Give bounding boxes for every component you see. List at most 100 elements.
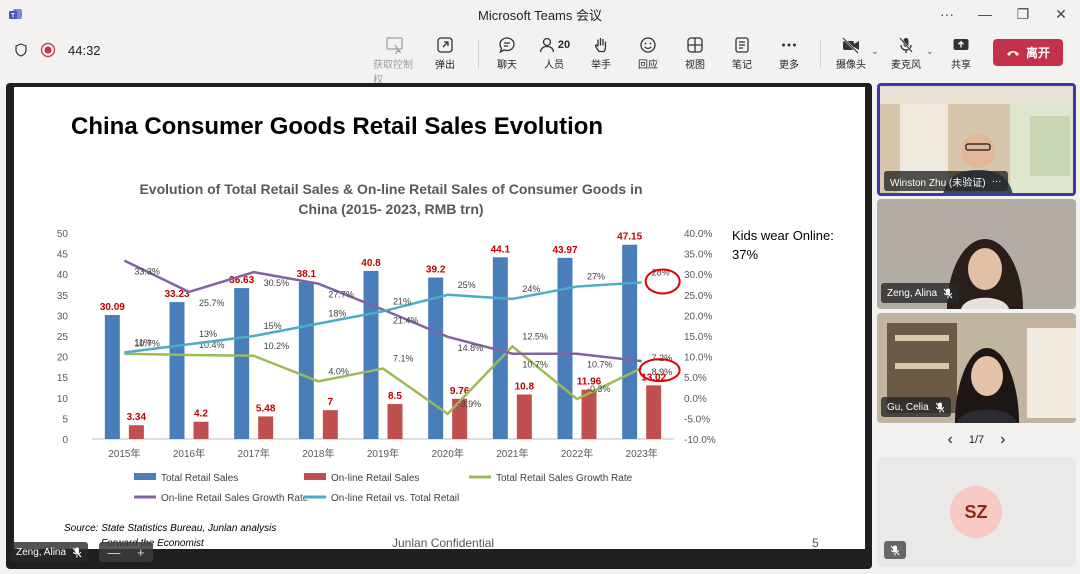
online-retail-bar	[128, 425, 144, 439]
pop-out-button[interactable]: 弹出	[423, 34, 467, 71]
more-button[interactable]: 更多	[767, 34, 811, 71]
microphone-button[interactable]: 麦克风	[884, 34, 928, 71]
x-tick-label: 2023年	[626, 447, 658, 460]
line-data-label: 24%	[522, 284, 540, 294]
view-button[interactable]: 视图	[673, 34, 717, 71]
raise-hand-button[interactable]: 举手	[579, 34, 623, 71]
participant-tile-winston[interactable]: Winston Zhu (未验证) ···	[877, 83, 1076, 196]
mic-off-icon	[72, 547, 82, 557]
take-control-button[interactable]: 获取控制权	[373, 34, 417, 86]
total-retail-bar	[298, 282, 314, 439]
bar-data-label: 9.76	[450, 386, 470, 397]
pop-out-label: 弹出	[435, 60, 455, 71]
mic-off-icon	[890, 545, 900, 555]
camera-button[interactable]: 摄像头	[829, 34, 873, 71]
legend-swatch	[304, 473, 326, 480]
retail-sales-chart: Evolution of Total Retail Sales & On-lin…	[57, 181, 716, 504]
y2-tick-label: 0.0%	[684, 394, 707, 405]
line-data-label: 25.7%	[199, 298, 225, 308]
y2-tick-label: 35.0%	[684, 250, 712, 261]
zoom-in-button[interactable]: +	[137, 544, 145, 560]
legend-swatch	[134, 473, 156, 480]
line-data-label: 15%	[264, 321, 282, 331]
share-label: 共享	[951, 60, 971, 71]
y2-tick-label: 40.0%	[684, 229, 712, 240]
notes-button[interactable]: 笔记	[720, 34, 764, 71]
annotation-circle	[638, 358, 681, 383]
line-data-label: 4.0%	[328, 366, 349, 376]
x-tick-label: 2020年	[432, 447, 464, 460]
bar-data-label: 10.8	[515, 382, 535, 393]
chart-title: Evolution of Total Retail Sales & On-lin…	[139, 181, 642, 197]
line-data-label: 14.8%	[458, 343, 484, 353]
camera-label: 摄像头	[836, 60, 866, 71]
bar-data-label: 43.97	[552, 245, 577, 256]
online-retail-bar	[193, 421, 209, 439]
chat-icon	[499, 37, 515, 54]
pager-text: 1/7	[968, 434, 985, 446]
notes-icon	[735, 37, 749, 53]
total-retail-bar	[234, 288, 250, 439]
legend-label: Total Retail Sales Growth Rate	[496, 473, 633, 484]
react-button[interactable]: 回应	[626, 34, 670, 71]
online-retail-bar	[387, 403, 403, 439]
self-avatar: SZ	[950, 486, 1002, 538]
presenter-name-tag: Zeng, Alina	[10, 542, 89, 562]
legend-label: Total Retail Sales	[161, 473, 238, 484]
y2-tick-label: 15.0%	[684, 332, 712, 343]
bar-data-label: 3.34	[127, 412, 147, 423]
line-data-label: 10.7%	[587, 360, 613, 370]
line-data-label: 8.9%	[652, 367, 673, 377]
people-icon	[539, 37, 555, 53]
people-button[interactable]: 20 人员	[532, 34, 576, 71]
line-data-label: 21%	[393, 296, 411, 306]
minimize-button[interactable]: —	[978, 6, 992, 22]
chart-title: China (2015- 2023, RMB trn)	[298, 201, 483, 217]
line-data-label: 7.1%	[393, 354, 414, 364]
y-tick-label: 50	[57, 229, 69, 240]
teams-logo-icon: T	[9, 9, 22, 20]
pager-next-button[interactable]: ›	[1000, 431, 1006, 448]
y-tick-label: 20	[57, 353, 69, 364]
bar-data-label: 8.5	[388, 391, 402, 402]
line-data-label: 7.2%	[652, 353, 673, 363]
x-tick-label: 2015年	[108, 447, 140, 460]
online-retail-bar	[322, 410, 338, 439]
title-bar: T Microsoft Teams 会议 ··· — ❐ ✕	[0, 0, 1080, 28]
maximize-button[interactable]: ❐	[1016, 5, 1030, 22]
total-retail-bar	[492, 257, 508, 439]
bar-data-label: 40.8	[361, 258, 381, 269]
window-title: Microsoft Teams 会议	[477, 7, 602, 23]
x-tick-label: 2019年	[367, 447, 399, 460]
y-tick-label: 15	[57, 373, 69, 384]
bar-data-label: 39.2	[426, 264, 446, 275]
window-more-button[interactable]: ···	[940, 6, 954, 22]
slide-source: Source: State Statistics Bureau, Junlan …	[64, 523, 277, 534]
pager-prev-button[interactable]: ‹	[947, 431, 953, 448]
line-data-label: 28%	[652, 267, 670, 277]
line-data-label: -0.3%	[587, 384, 611, 394]
total-retail-bar	[557, 257, 573, 439]
line-data-label: 27.7%	[328, 290, 354, 300]
line-data-label: 10.4%	[199, 340, 225, 350]
zoom-out-button[interactable]: —	[107, 544, 121, 560]
leave-button[interactable]: 离开	[993, 39, 1063, 66]
chat-button[interactable]: 聊天	[485, 34, 529, 71]
camera-options-chevron-icon[interactable]: ⌄	[871, 46, 879, 56]
x-tick-label: 2018年	[302, 447, 334, 460]
shield-icon[interactable]	[14, 43, 28, 57]
participant-tile-gu-celia[interactable]: Gu, Celia	[877, 313, 1076, 423]
participant-more-button[interactable]: ···	[991, 175, 1002, 187]
participant-tile-zeng-alina[interactable]: Zeng, Alina	[877, 199, 1076, 309]
mic-options-chevron-icon[interactable]: ⌄	[926, 46, 934, 56]
y-tick-label: 10	[57, 394, 69, 405]
line-data-label: 27%	[587, 272, 605, 282]
legend-label: On-line Retail Sales	[331, 473, 419, 484]
leave-label: 离开	[1025, 46, 1050, 60]
pop-out-icon	[437, 37, 453, 53]
participant-name: Winston Zhu (未验证)	[890, 177, 986, 189]
close-window-button[interactable]: ✕	[1055, 5, 1067, 22]
annotation-circle	[644, 268, 681, 295]
share-button[interactable]: 共享	[939, 34, 983, 71]
toolbar-divider	[478, 40, 479, 68]
